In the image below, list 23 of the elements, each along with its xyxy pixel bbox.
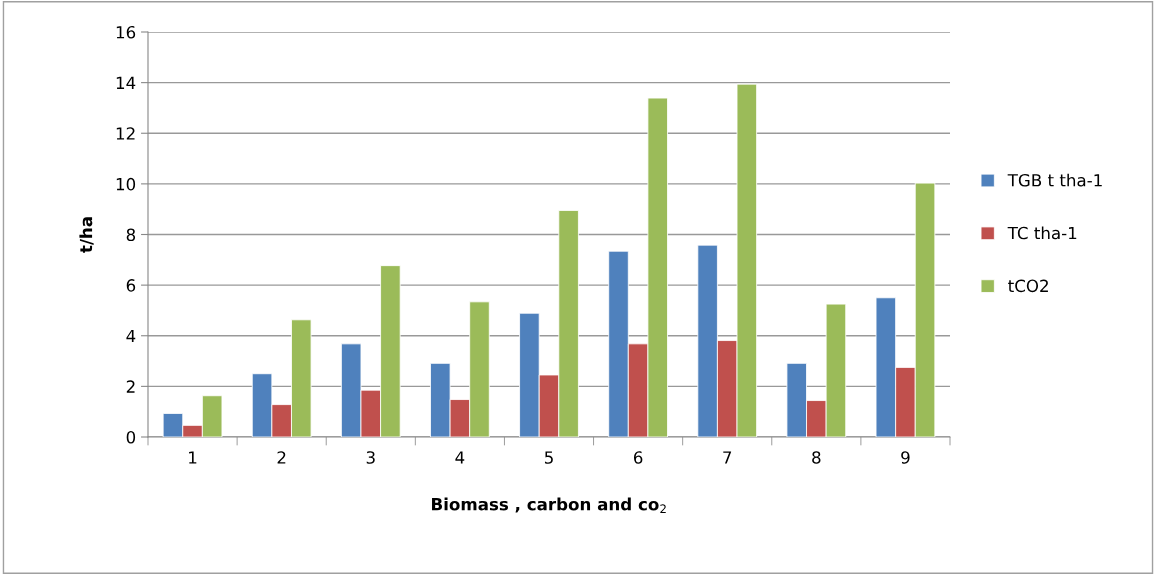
x-tick-label: 4 xyxy=(455,451,465,464)
y-tick-label: 0 xyxy=(126,430,136,444)
x-tick-label: 5 xyxy=(544,451,553,464)
y-tick-label: 12 xyxy=(116,127,135,140)
y-axis-title: t/ha xyxy=(79,217,94,253)
x-axis-title: Biomass , carbon and co$_{2}$ xyxy=(432,497,666,513)
x-tick-label: 3 xyxy=(366,451,375,464)
y-tick-label: 2 xyxy=(126,380,135,393)
x-tick-label: 1 xyxy=(189,451,197,464)
y-tick-label: 8 xyxy=(126,228,136,242)
x-tick-label: 8 xyxy=(812,451,821,464)
y-tick-label: 14 xyxy=(116,76,136,89)
y-tick-label: 6 xyxy=(126,279,136,292)
x-tick-label: 9 xyxy=(901,451,910,464)
legend-label: tCO2 xyxy=(1008,279,1048,293)
legend-label: TGB t tha-1 xyxy=(1007,173,1102,187)
x-tick-label: 6 xyxy=(633,451,643,464)
x-tick-label: 7 xyxy=(723,451,732,464)
y-tick-label: 10 xyxy=(116,177,136,191)
x-tick-label: 2 xyxy=(277,451,286,464)
y-tick-label: 4 xyxy=(126,329,136,343)
y-tick-label: 16 xyxy=(116,25,136,39)
legend-label: TC tha-1 xyxy=(1007,226,1077,240)
